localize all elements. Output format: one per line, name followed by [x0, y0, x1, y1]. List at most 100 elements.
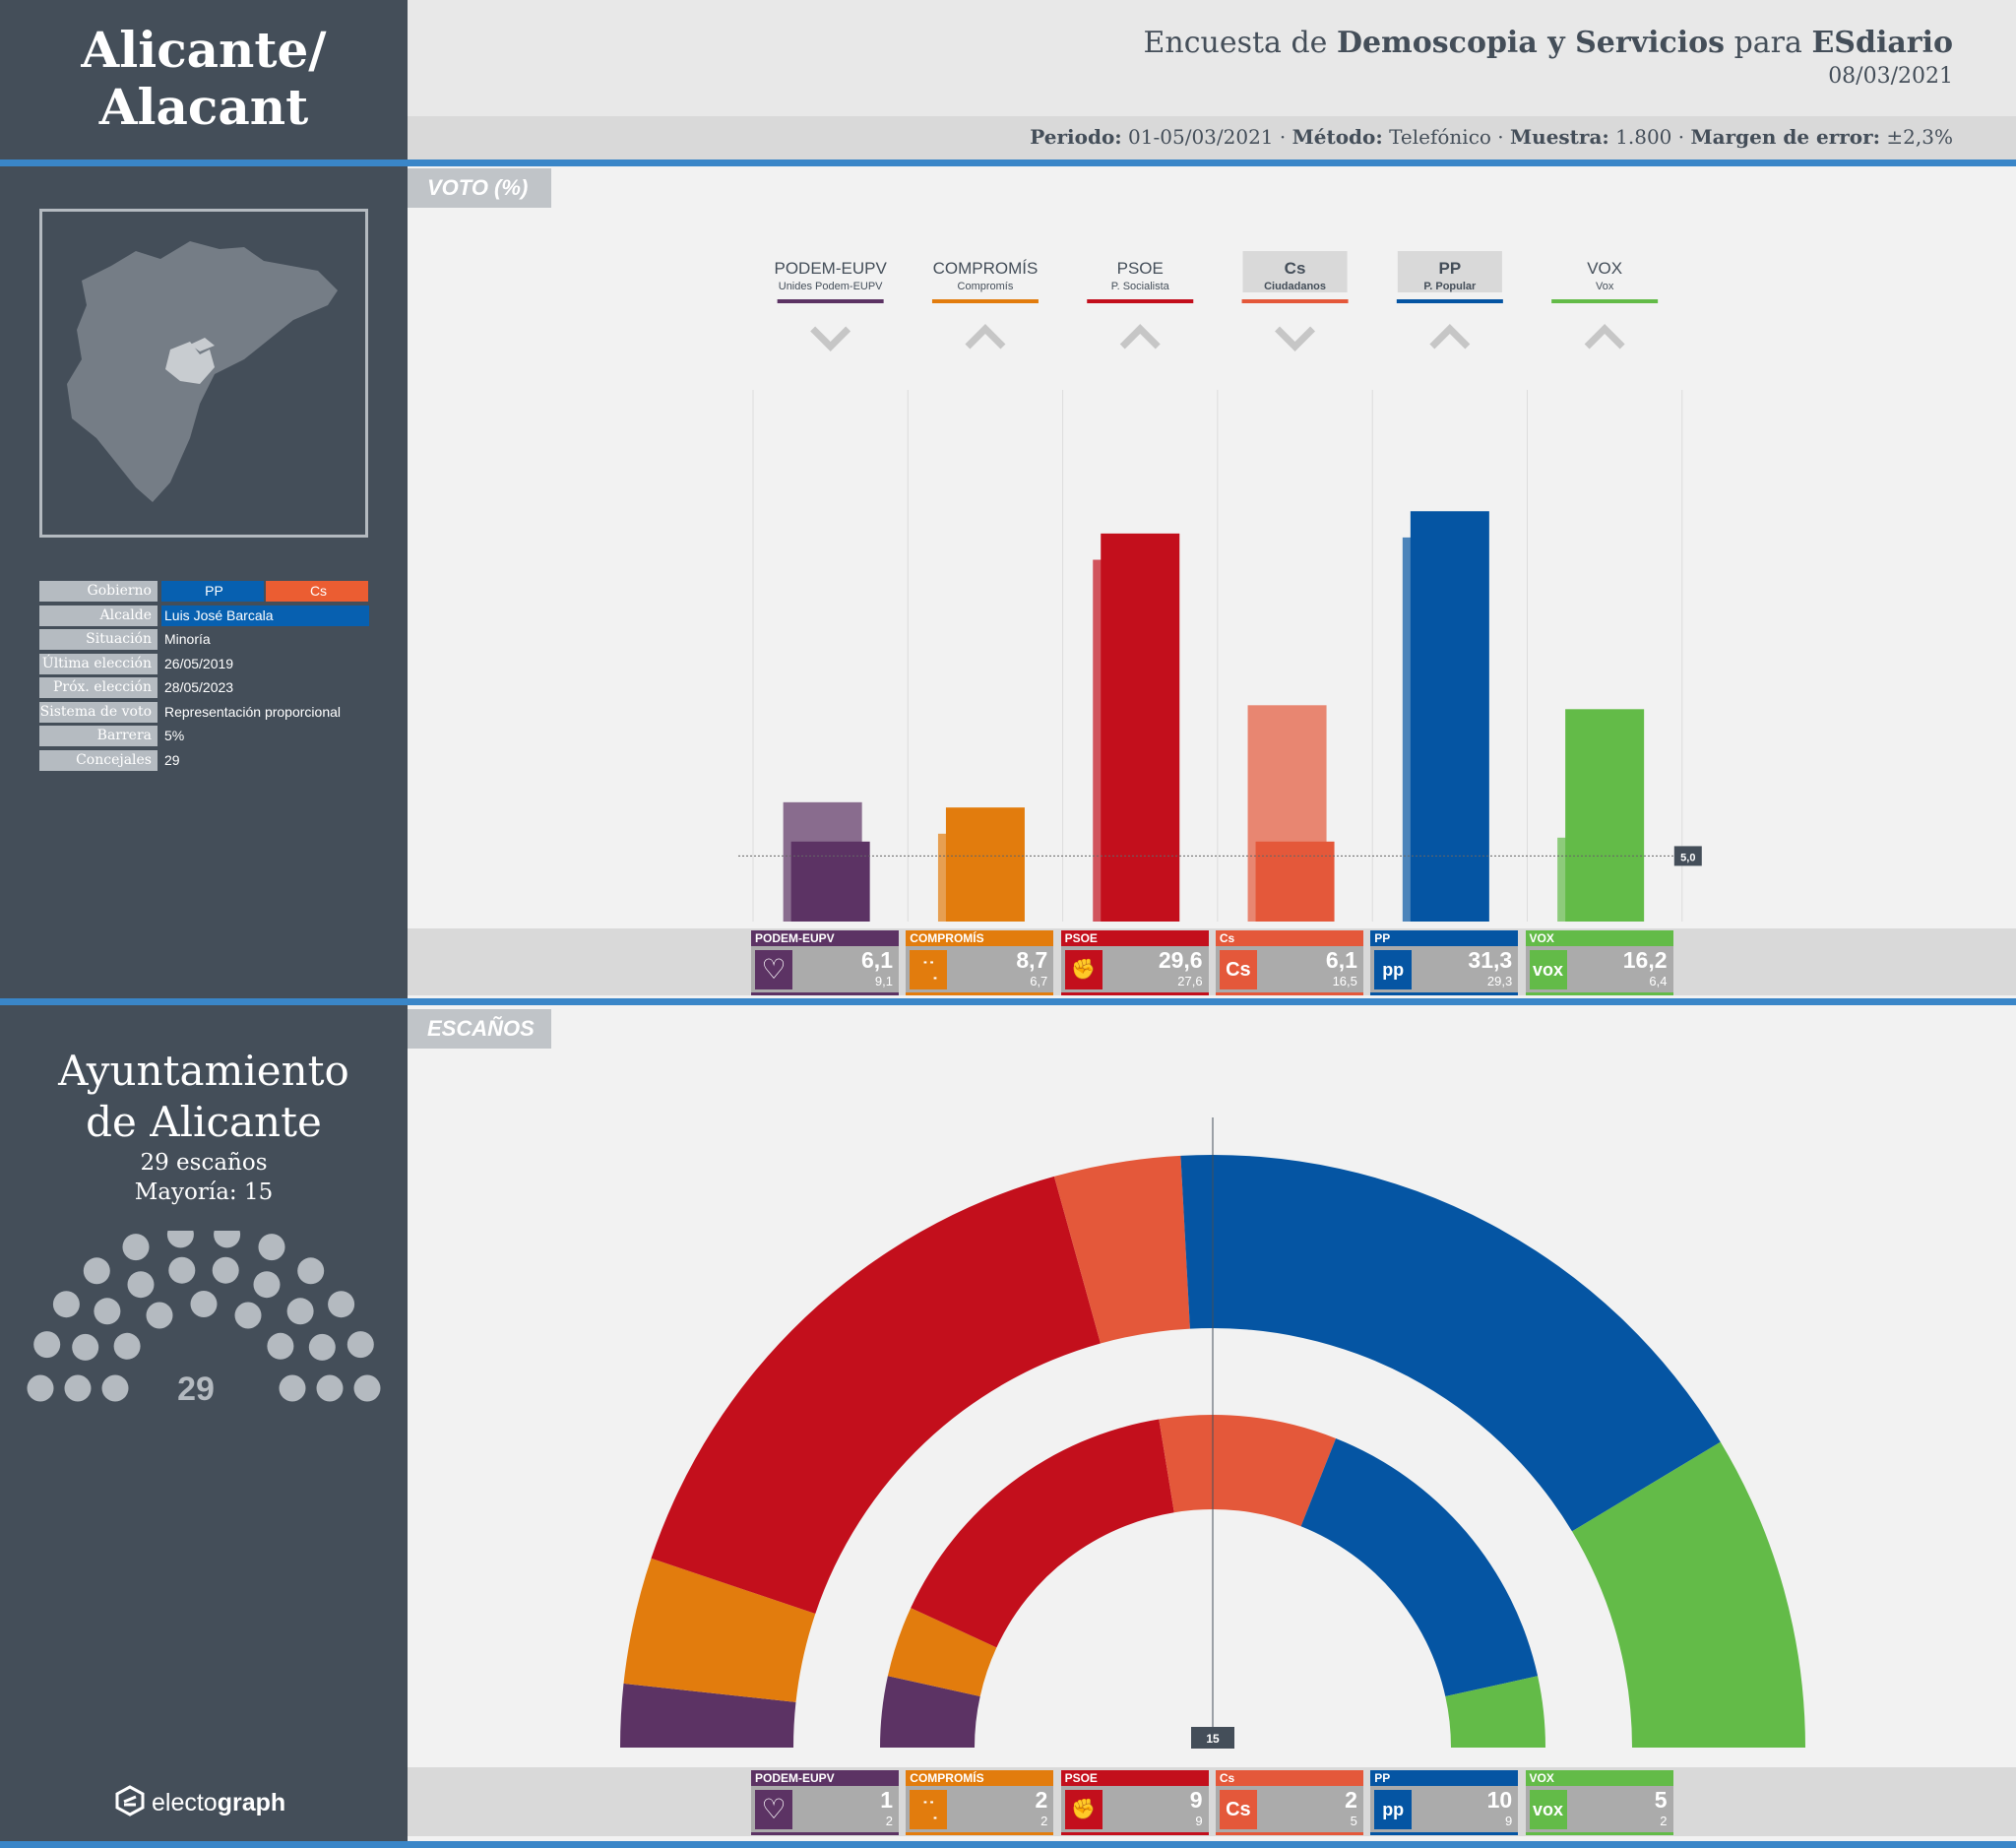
- tile-value: 6,1: [1325, 947, 1357, 973]
- party-result-tile: VOX vox 5 2: [1525, 1770, 1673, 1835]
- info-label: Gobierno: [39, 581, 158, 602]
- muestra-label: Muestra:: [1510, 125, 1609, 149]
- party-name-label: PODEM-EUPV: [775, 259, 888, 278]
- tile-value: 10: [1486, 1787, 1513, 1813]
- party-result-tile: Cs Cs 2 5: [1215, 1770, 1363, 1835]
- tile-underline: [1525, 992, 1673, 995]
- party-underline: [777, 299, 884, 303]
- previous-seats-arc: [1159, 1415, 1337, 1527]
- tile-value: 2: [1345, 1787, 1357, 1813]
- info-label: Sistema de voto: [39, 701, 158, 723]
- previous-seats-arc: [1445, 1676, 1545, 1748]
- info-row: Gobierno PP Cs: [39, 581, 369, 602]
- tile-underline: [906, 1832, 1054, 1835]
- map-icon: [67, 241, 338, 502]
- city-title-line1: Alicante/: [81, 21, 327, 79]
- info-value: 28/05/2023: [164, 679, 234, 695]
- council-title: Ayuntamiento de Alicante: [0, 1046, 408, 1148]
- info-value: Representación proporcional: [164, 703, 341, 720]
- header: [408, 0, 2016, 116]
- divider: [0, 998, 2016, 1005]
- tile-previous-value: 6,4: [1649, 974, 1668, 988]
- majority-badge: [1191, 1727, 1234, 1749]
- poll-seats-arc: [619, 1683, 796, 1748]
- info-label: Barrera: [39, 726, 158, 746]
- poll-seats-arc: [1572, 1441, 1805, 1748]
- party-underline: [1396, 299, 1503, 303]
- previous-seats-arc: [911, 1419, 1174, 1648]
- party-result-tile: COMPROMÍS ˙˙̣ 2 2: [906, 1770, 1054, 1835]
- tile-underline: [1370, 1832, 1519, 1835]
- province-map: [39, 209, 368, 538]
- meta-bar: [408, 116, 2016, 159]
- tile-underline: [751, 992, 899, 995]
- divider: [0, 1841, 2016, 1848]
- vote-results-strip: [408, 928, 2016, 995]
- seats-results-strip: [408, 1767, 2016, 1836]
- party-fullname-label: Ciudadanos: [1264, 281, 1326, 292]
- poll-result-bar: [790, 841, 870, 922]
- seat-dot: [212, 1256, 239, 1284]
- party-name-label: PSOE: [1117, 259, 1164, 278]
- pollster-name: Demoscopia y Servicios: [1336, 26, 1726, 60]
- info-row: Barrera 5%: [39, 726, 369, 746]
- brand-bold: graph: [217, 1789, 286, 1816]
- seat-dot: [190, 1291, 218, 1317]
- tile-underline: [1215, 1832, 1363, 1835]
- compromis-logo-icon: ˙˙̣: [910, 950, 948, 989]
- vox-logo-icon: vox: [1529, 1790, 1567, 1829]
- poll-result-bar: [945, 807, 1025, 922]
- party-result-tile: PSOE ✊ 29,6 27,6: [1060, 930, 1209, 995]
- pp-logo-icon: pp: [1374, 1790, 1413, 1829]
- party-underline: [1087, 299, 1194, 303]
- party-result-tile: PODEM-EUPV ♡ 1 2: [751, 1770, 899, 1835]
- tile-previous-value: 2: [1660, 1814, 1668, 1828]
- margen-value: ±2,3%: [1880, 125, 1953, 149]
- info-row: Sistema de voto Representación proporcion…: [39, 701, 369, 723]
- seat-dot: [214, 1231, 241, 1248]
- info-value: Luis José Barcala: [161, 605, 369, 626]
- tile-previous-value: 2: [1040, 1814, 1048, 1828]
- party-name-label: COMPROMÍS: [933, 259, 1039, 278]
- poll-seats-arc: [1053, 1155, 1190, 1344]
- tile-underline: [1525, 1832, 1673, 1835]
- info-value: 5%: [164, 728, 185, 743]
- podem-logo-icon: ♡: [755, 1790, 792, 1829]
- muestra-value: 1.800 ·: [1608, 125, 1691, 149]
- seat-dot: [286, 1298, 314, 1325]
- tile-party-name: PODEM-EUPV: [751, 1770, 899, 1786]
- vox-logo-icon: vox: [1529, 950, 1567, 989]
- brand-logo: electograph: [114, 1782, 311, 1823]
- tile-previous-value: 27,6: [1177, 974, 1203, 988]
- seat-dot: [234, 1302, 262, 1329]
- survey-meta: Periodo: 01-05/03/2021 · Método: Telefón…: [1030, 125, 1953, 149]
- info-value: 29: [164, 751, 180, 768]
- party-result-tile: COMPROMÍS ˙˙̣ 8,7 6,7: [906, 930, 1054, 995]
- seat-dot: [122, 1234, 150, 1261]
- tile-party-name: PODEM-EUPV: [751, 930, 899, 946]
- threshold-badge: [1673, 846, 1702, 866]
- tile-underline: [751, 1832, 899, 1835]
- party-fullname-label: Vox: [1596, 281, 1614, 292]
- party-name-label: PP: [1439, 259, 1462, 278]
- party-underline: [1551, 299, 1659, 303]
- divider: [0, 159, 2016, 166]
- tile-party-name: Cs: [1215, 930, 1363, 946]
- tile-underline: [1060, 992, 1209, 995]
- title-part: Encuesta de: [1143, 26, 1337, 60]
- tile-previous-value: 9,1: [874, 974, 893, 988]
- party-result-tile: PP pp 31,3 29,3: [1370, 930, 1519, 995]
- info-row: Última elección 26/05/2019: [39, 653, 369, 674]
- compromis-logo-icon: ˙˙̣: [910, 1790, 948, 1829]
- tile-previous-value: 9: [1195, 1814, 1203, 1828]
- trend-up-icon: [1584, 324, 1625, 350]
- trend-down-icon: [810, 326, 851, 351]
- tile-underline: [906, 992, 1054, 995]
- info-label: Alcalde: [39, 605, 158, 626]
- poll-seats-arc: [623, 1558, 816, 1702]
- info-row: Próx. elección 28/05/2023: [39, 677, 369, 698]
- party-fullname-label: Compromís: [958, 281, 1014, 292]
- info-label: Concejales: [39, 749, 158, 771]
- poll-result-bar: [1410, 511, 1489, 922]
- electograph-icon: [114, 1785, 146, 1816]
